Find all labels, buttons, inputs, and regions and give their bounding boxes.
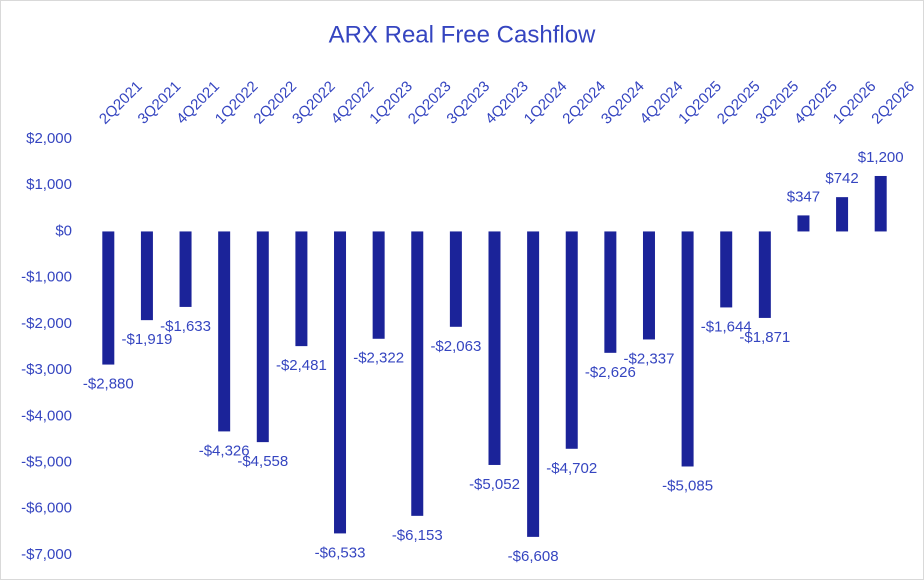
value-label: -$2,626 [585, 364, 636, 381]
bar [604, 231, 617, 353]
bar [102, 231, 115, 365]
value-label: $347 [787, 188, 820, 205]
value-label: -$2,880 [83, 376, 134, 393]
bar [449, 231, 462, 327]
value-label: -$6,533 [315, 544, 366, 561]
bar [140, 231, 153, 321]
value-label: -$4,702 [546, 460, 597, 477]
bar [758, 231, 771, 318]
y-tick-label: $0 [55, 222, 72, 239]
value-label: -$5,085 [662, 477, 713, 494]
y-tick-label: -$1,000 [21, 269, 72, 286]
bar [527, 231, 540, 537]
y-tick-label: $2,000 [26, 130, 72, 147]
value-label: $742 [825, 170, 858, 187]
bar [179, 231, 192, 307]
y-tick-label: -$4,000 [21, 407, 72, 424]
bar [334, 231, 347, 534]
y-tick-label: -$5,000 [21, 454, 72, 471]
value-label: -$6,608 [508, 548, 559, 565]
value-label: $1,200 [858, 149, 904, 166]
bar [411, 231, 424, 516]
value-label: -$2,337 [624, 350, 675, 367]
y-tick-label: -$7,000 [21, 546, 72, 563]
value-label: -$4,558 [237, 453, 288, 470]
y-tick-label: $1,000 [26, 176, 72, 193]
bar [681, 231, 694, 467]
bar [256, 231, 269, 443]
bar [720, 231, 733, 308]
value-label: -$2,063 [430, 338, 481, 355]
value-label: -$6,153 [392, 527, 443, 544]
bar [642, 231, 655, 340]
bar [295, 231, 308, 347]
y-tick-label: -$6,000 [21, 500, 72, 517]
chart-title: ARX Real Free Cashflow [329, 21, 596, 48]
bar [874, 175, 887, 232]
bar [488, 231, 501, 465]
value-label: -$1,919 [121, 331, 172, 348]
bar [218, 231, 231, 432]
value-label: -$5,052 [469, 476, 520, 493]
value-label: -$2,322 [353, 350, 404, 367]
bar [797, 215, 810, 232]
value-label: -$1,871 [739, 329, 790, 346]
bar [372, 231, 385, 339]
bar [565, 231, 578, 449]
value-label: -$1,633 [160, 318, 211, 335]
bar [836, 197, 849, 232]
y-tick-label: -$2,000 [21, 315, 72, 332]
value-label: -$1,644 [701, 318, 752, 335]
value-label: -$2,481 [276, 357, 327, 374]
y-tick-label: -$3,000 [21, 361, 72, 378]
value-label: -$4,326 [199, 442, 250, 459]
